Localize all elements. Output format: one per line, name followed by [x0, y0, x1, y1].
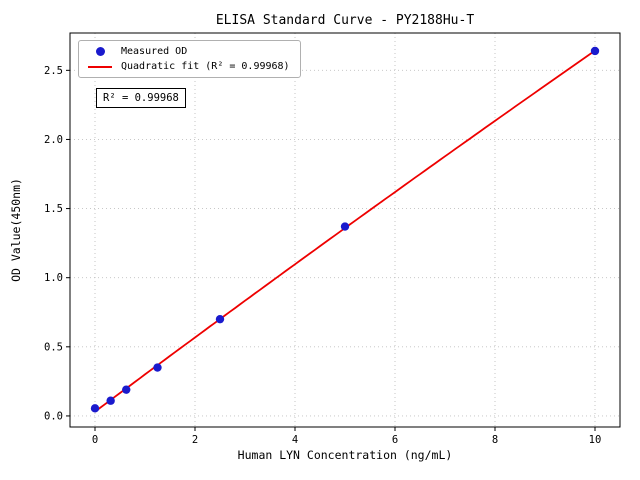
svg-text:6: 6	[392, 434, 398, 446]
legend-marker-wrap	[87, 65, 113, 68]
svg-text:2.0: 2.0	[44, 134, 63, 146]
svg-text:0.0: 0.0	[44, 410, 63, 422]
measured-od-points	[90, 46, 600, 413]
svg-text:8: 8	[492, 434, 498, 446]
svg-text:1.0: 1.0	[44, 272, 63, 284]
legend-label-quadratic-fit: Quadratic fit (R² = 0.99968)	[121, 61, 290, 72]
r-squared-annotation: R² = 0.99968	[96, 88, 186, 108]
y-axis-label: OD Value(450nm)	[9, 178, 23, 282]
x-axis-label: Human LYN Concentration (ng/mL)	[238, 448, 453, 462]
svg-text:0: 0	[92, 434, 98, 446]
axis-ticks	[66, 69, 596, 431]
svg-text:10: 10	[589, 434, 602, 446]
legend-item-quadratic-fit: Quadratic fit (R² = 0.99968)	[87, 61, 290, 72]
legend-marker-wrap	[87, 47, 113, 56]
svg-text:1.5: 1.5	[44, 203, 63, 215]
svg-text:0.5: 0.5	[44, 341, 63, 353]
chart-title: ELISA Standard Curve - PY2188Hu-T	[215, 13, 475, 28]
plot-frame	[69, 32, 621, 428]
tick-labels: 0 2 4 6 8 10 0.0 0.5 1.0 1.5 2.0 2.5	[44, 65, 601, 446]
svg-text:2: 2	[192, 434, 198, 446]
legend-item-measured-od: Measured OD	[87, 46, 290, 57]
scatter-marker-icon	[95, 47, 105, 56]
svg-text:4: 4	[292, 434, 298, 446]
svg-text:2.5: 2.5	[44, 65, 63, 77]
grid-lines	[70, 33, 620, 427]
legend-label-measured-od: Measured OD	[121, 46, 188, 57]
fit-line-icon	[88, 65, 112, 68]
chart-legend: Measured OD Quadratic fit (R² = 0.99968)	[78, 40, 301, 78]
